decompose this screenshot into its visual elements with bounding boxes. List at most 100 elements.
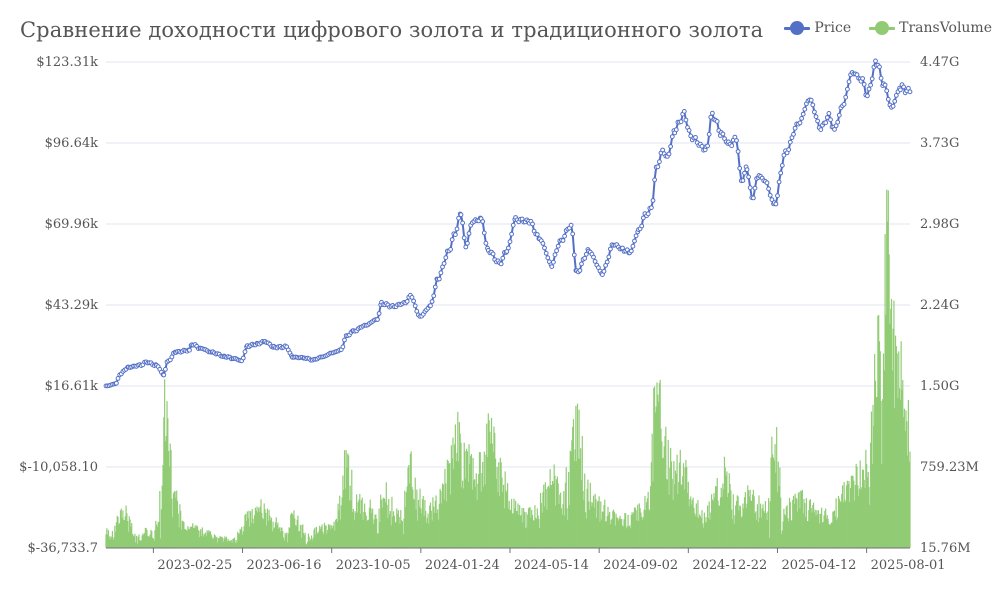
volume-bar [596,517,598,548]
volume-bar [755,511,757,548]
volume-bar [560,508,563,548]
volume-bar [459,433,461,548]
price-point [404,299,410,304]
volume-bar [547,485,550,548]
y-right-tick-label: 2.24G [920,298,959,313]
volume-bar [706,522,708,548]
volume-bar [435,495,437,548]
volume-bar [311,535,313,548]
volume-bar [747,485,749,548]
x-tick-label: 2023-10-05 [336,558,411,573]
volume-bar [203,533,205,548]
volume-bar [585,518,587,548]
volume-bar [592,502,594,548]
volume-bar [768,538,771,548]
volume-bar [217,538,220,548]
volume-bar [427,513,429,548]
volume-bar [601,511,603,548]
volume-bar [439,488,441,548]
price-point [411,298,417,304]
volume-bar [202,536,204,548]
volume-bar [231,542,233,548]
volume-bar [361,497,363,548]
volume-bar [737,496,739,548]
volume-bar [343,489,345,548]
volume-bar [294,525,297,548]
price-point [510,222,516,228]
volume-bar [453,444,456,548]
volume-bar [776,491,779,548]
volume-bar [879,351,881,548]
volume-bar [829,524,832,548]
legend-item-transvolume[interactable]: TransVolume [869,20,992,36]
volume-bar [351,511,354,548]
x-tick-label: 2025-08-01 [871,558,946,573]
volume-bar [750,500,752,548]
volume-bar [895,346,897,548]
volume-bar [396,508,398,548]
price-point [601,268,607,274]
volume-bar [626,526,628,548]
volume-bar [662,457,665,548]
price-point [681,109,687,114]
volume-bar [784,514,786,548]
volume-bar [576,403,579,548]
volume-bar [540,502,542,548]
y-right-tick-label: 759.23M [920,460,979,475]
volume-bar [486,423,488,548]
volume-bar [617,518,619,548]
price-point [705,143,710,149]
volume-bar [717,500,719,548]
volume-bar [880,400,882,548]
legend-item-price[interactable]: Price [784,20,851,36]
volume-bar [224,536,226,548]
volume-bar [156,526,159,548]
volume-bar [455,460,457,548]
volume-bar [310,538,312,548]
volume-bar [839,501,841,548]
volume-bar [340,505,342,548]
volume-bar [834,516,836,548]
volume-bar [471,489,473,548]
volume-bar [872,404,874,548]
volume-bar [887,190,889,548]
volume-bar [509,510,511,548]
volume-bar [237,531,239,548]
volume-bar [784,515,787,548]
volume-bar [274,527,276,548]
volume-bar [885,314,887,548]
volume-bar [415,509,417,548]
volume-bar [360,500,363,548]
volume-bar [394,521,396,548]
grid-lines [106,61,910,549]
volume-bar [777,461,779,548]
volume-bar [260,499,262,548]
volume-bar [594,493,596,548]
y-right-tick-label: 4.47G [920,55,959,70]
volume-bar [507,508,510,548]
volume-bar [338,510,340,548]
volume-bar [496,466,498,548]
price-point [885,96,891,102]
volume-bar [453,469,455,548]
volume-bar [161,485,163,548]
volume-bar [674,484,676,548]
volume-bar [447,460,449,548]
volume-bar [584,512,587,548]
price-point [845,86,850,92]
price-point [552,252,558,258]
volume-bar [825,508,827,548]
volume-bar [164,441,167,548]
volume-bar [437,509,439,548]
volume-bar [425,510,427,548]
volume-bar [866,477,869,548]
volume-bar [253,515,256,548]
volume-bar [416,489,418,548]
volume-bar [732,494,734,548]
volume-bar [163,417,165,548]
volume-bar [171,498,173,548]
volume-bar [119,510,122,548]
volume-bar [558,503,560,548]
price-point [828,117,833,123]
volume-bar [629,528,632,548]
